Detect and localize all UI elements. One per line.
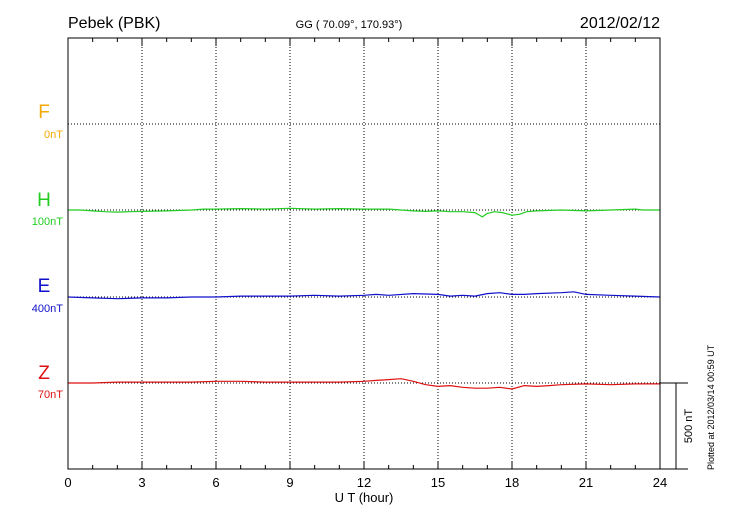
- x-tick-label: 12: [357, 475, 371, 490]
- trace-e: [67, 291, 661, 300]
- series-traces: [67, 207, 661, 390]
- series-name-f: F: [38, 102, 50, 123]
- x-tick-label: 15: [431, 475, 445, 490]
- scale-bar-label: 500 nT: [683, 409, 695, 444]
- plotted-timestamp: Plotted at 2012/03/14 00:59 UT: [706, 344, 716, 470]
- x-tick-label: 6: [212, 475, 219, 490]
- series-name-z: Z: [38, 363, 50, 384]
- x-tick-label: 9: [286, 475, 293, 490]
- x-tick-label: 18: [505, 475, 519, 490]
- series-scale-h: 100nT: [32, 216, 63, 228]
- station-coords: GG ( 70.09°, 170.93°): [296, 19, 403, 31]
- series-scale-f: 0nT: [44, 129, 63, 141]
- x-tick-label: 24: [653, 475, 667, 490]
- grid: [68, 38, 660, 469]
- trace-h: [68, 207, 660, 218]
- trace-z: [68, 378, 660, 390]
- chart-date: 2012/02/12: [580, 15, 660, 32]
- series-name-e: E: [38, 276, 51, 297]
- x-tick-label: 0: [64, 475, 71, 490]
- series-scale-e: 400nT: [32, 303, 63, 315]
- series-scale-z: 70nT: [38, 389, 63, 401]
- x-tick-label: 3: [138, 475, 145, 490]
- series-labels: F 0nT H 100nT E 400nT Z 70nT: [32, 102, 63, 401]
- series-name-h: H: [37, 190, 51, 211]
- x-tick-label: 21: [579, 475, 593, 490]
- scale-bar: 500 nT: [660, 382, 695, 470]
- x-axis-label: U T (hour): [335, 490, 394, 505]
- x-ticks: 0 3 6 9 12 15 18 21 24: [64, 38, 667, 490]
- station-title: Pebek (PBK): [68, 15, 160, 32]
